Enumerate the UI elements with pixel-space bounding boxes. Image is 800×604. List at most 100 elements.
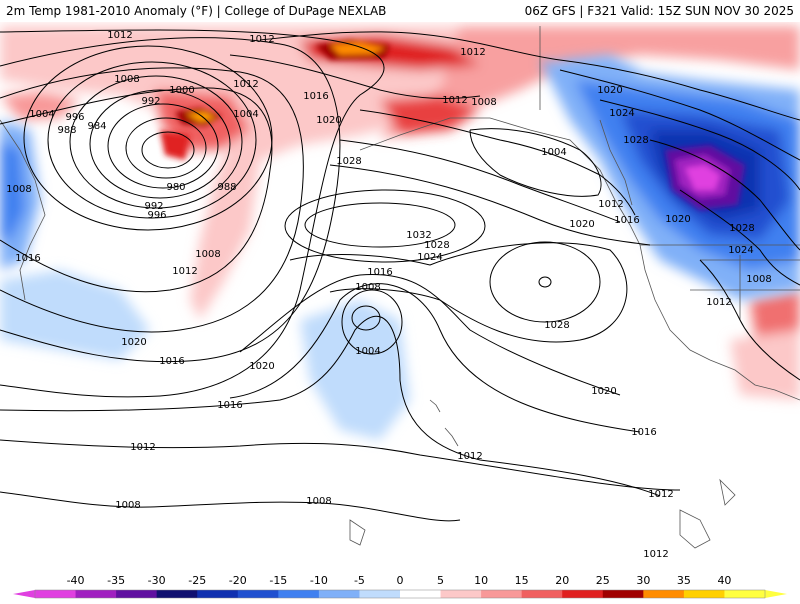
isobar-lines — [0, 29, 800, 522]
isobar-label: 1016 — [631, 427, 656, 438]
anomaly-colorbar: -40 -35 -30 -25 -20 -15 -10 -5 0 5 10 15 20 25 30 35 40 — [0, 574, 800, 600]
colorbar-swatch — [602, 590, 644, 598]
isobar-label: 1024 — [417, 252, 442, 263]
cold-anomaly-regions — [0, 55, 800, 440]
isobar-label: 1020 — [665, 214, 690, 225]
colorbar-swatch — [156, 590, 198, 598]
isobar-label: 1008 — [195, 249, 220, 260]
isobar-label: 1016 — [15, 253, 40, 264]
colorbar-swatch — [440, 590, 482, 598]
isobar-label: 1028 — [336, 156, 361, 167]
isobar-label: 996 — [65, 112, 84, 123]
isobar-label: 1012 — [706, 297, 731, 308]
colorbar-tick-label: -35 — [107, 574, 126, 587]
colorbar-swatch — [481, 590, 523, 598]
isobar-label: 984 — [87, 121, 106, 132]
isobar-label: 1028 — [544, 320, 569, 331]
isobar-label: 1024 — [728, 245, 753, 256]
isobar-label: 1012 — [460, 47, 485, 58]
isobar-label: 1012 — [457, 451, 482, 462]
colorbar-swatch — [724, 590, 766, 598]
colorbar-tick-label: 10 — [474, 574, 489, 587]
isobar-label: 988 — [217, 182, 236, 193]
isobar-label: 992 — [141, 96, 160, 107]
colorbar-tick-label: 5 — [437, 574, 445, 587]
isobar-label: 980 — [166, 182, 185, 193]
isobar-label: 1028 — [729, 223, 754, 234]
isobar-label: 1020 — [249, 361, 274, 372]
isobar-label: 988 — [57, 125, 76, 136]
isobar-label: 1020 — [121, 337, 146, 348]
isobar-label: 1012 — [598, 199, 623, 210]
isobar-label: 1008 — [306, 496, 331, 507]
colorbar-swatches — [13, 589, 787, 599]
warm-anomaly-regions — [0, 26, 800, 400]
colorbar-swatch — [562, 590, 604, 598]
isobar-label: 1012 — [107, 30, 132, 41]
isobar-label: 1012 — [648, 489, 673, 500]
colorbar-swatch — [278, 590, 320, 598]
isobar-label: 1004 — [233, 109, 258, 120]
colorbar-tick-label: -10 — [309, 574, 328, 587]
colorbar-tick-label: 35 — [676, 574, 691, 587]
colorbar-tick-label: 20 — [555, 574, 570, 587]
colorbar-swatch — [359, 590, 401, 598]
colorbar-swatch — [318, 590, 360, 598]
isobar-label: 1020 — [597, 85, 622, 96]
isobar-label: 1012 — [130, 442, 155, 453]
coastlines — [0, 26, 800, 549]
colorbar-swatch — [75, 590, 117, 598]
colorbar-tick-label: -20 — [228, 574, 247, 587]
isobar-label: 996 — [147, 210, 166, 221]
colorbar-tick-label: 25 — [595, 574, 610, 587]
isobar-label: 1024 — [609, 108, 634, 119]
colorbar-tick-label: -30 — [147, 574, 166, 587]
isobar-label: 1020 — [316, 115, 341, 126]
colorbar-tick-label: 40 — [717, 574, 732, 587]
isobar-label: 1012 — [442, 95, 467, 106]
colorbar-swatch — [35, 590, 77, 598]
isobar-label: 1012 — [249, 34, 274, 45]
isobar-label: 1028 — [424, 240, 449, 251]
isobar-label: 1016 — [614, 215, 639, 226]
isobar-label: 1008 — [471, 97, 496, 108]
colorbar-swatch — [197, 590, 239, 598]
colorbar-tick-label: -25 — [188, 574, 207, 587]
isobar-label: 992 — [144, 201, 163, 212]
isobar-label: 1020 — [569, 219, 594, 230]
isobar-label: 1016 — [303, 91, 328, 102]
isobar-label: 1004 — [355, 346, 380, 357]
colorbar-tick-label: -40 — [66, 574, 85, 587]
isobar-label: 1008 — [115, 500, 140, 511]
isobar-label: 1032 — [406, 230, 431, 241]
isobar-label: 1016 — [367, 267, 392, 278]
isobar-label: 1008 — [355, 282, 380, 293]
colorbar-tick-label: -15 — [269, 574, 288, 587]
map-header: 2m Temp 1981-2010 Anomaly (°F) | College… — [0, 0, 800, 22]
isobar-label: 1020 — [591, 386, 616, 397]
colorbar-swatch — [521, 590, 563, 598]
isobar-label: 1016 — [217, 400, 242, 411]
isobar-label: 1008 — [746, 274, 771, 285]
map-title: 2m Temp 1981-2010 Anomaly (°F) | College… — [6, 4, 387, 18]
isobar-label: 1028 — [623, 135, 648, 146]
anomaly-map: 1012 1012 1012 1008 1012 1000 1016 992 1012 1008 1… — [0, 22, 800, 574]
isobar-label: 1016 — [159, 356, 184, 367]
colorbar-swatch — [116, 590, 158, 598]
isobar-label: 1008 — [6, 184, 31, 195]
isobar-label: 1004 — [29, 109, 54, 120]
colorbar-swatch — [400, 590, 442, 598]
isobar-label: 1004 — [541, 147, 566, 158]
model-run-info: 06Z GFS | F321 Valid: 15Z SUN NOV 30 202… — [524, 4, 794, 18]
isobar-labels: 1012 1012 1012 1008 1012 1000 1016 992 1012 1008 1… — [6, 30, 771, 560]
colorbar-swatch — [237, 590, 279, 598]
colorbar-tick-label: 0 — [396, 574, 404, 587]
isobar-label: 1000 — [169, 85, 194, 96]
colorbar-tick-label: -5 — [353, 574, 365, 587]
colorbar-swatch — [683, 590, 725, 598]
isobar-label: 1012 — [172, 266, 197, 277]
colorbar-tick-label: 15 — [514, 574, 529, 587]
isobar-label: 1012 — [233, 79, 258, 90]
colorbar-swatch — [643, 590, 685, 598]
